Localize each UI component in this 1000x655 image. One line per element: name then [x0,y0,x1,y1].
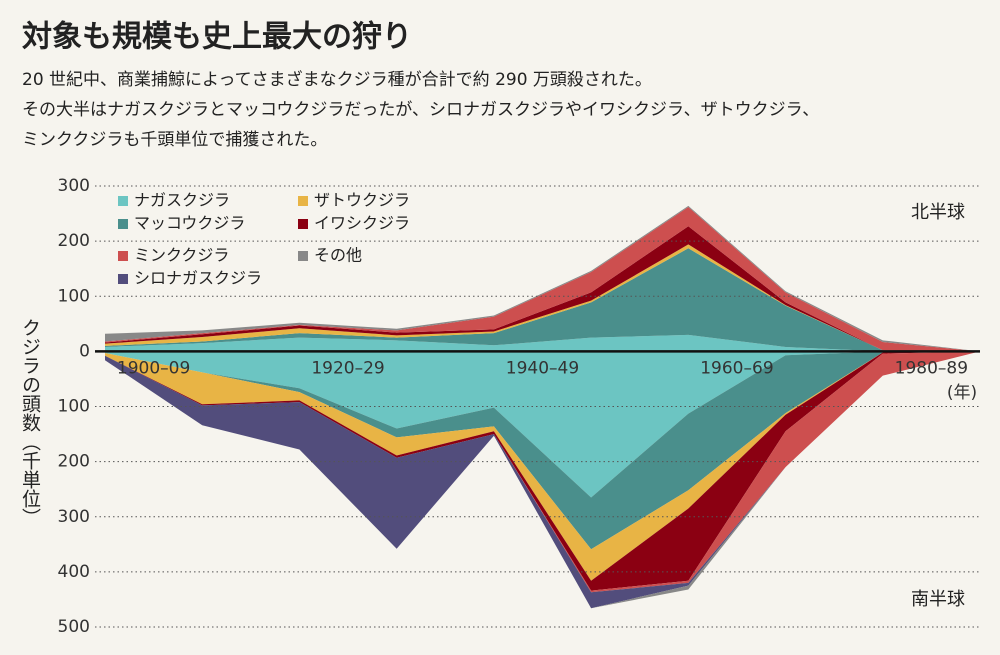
y-tick-label: 100 [58,397,90,417]
y-tick-label: 100 [58,286,90,306]
y-tick-label: 300 [58,507,90,527]
legend-swatch [118,219,128,229]
legend-swatch [118,274,128,284]
legend-swatch [118,196,128,206]
area [105,248,980,352]
subtitle-line: 20 世紀中、商業捕鯨によってさまざまなクジラ種が合計で約 290 万頭殺された… [22,69,652,90]
x-tick-label: 1980–89 [895,358,968,378]
annotation: 南半球 [911,589,965,610]
y-tick-label: 200 [58,231,90,251]
area [105,351,980,550]
x-tick-label: 1900–09 [117,358,190,378]
x-tick-label: 1960–69 [700,358,773,378]
y-tick-label: 400 [58,562,90,582]
area [105,334,980,352]
chart-title: 対象も規模も史上最大の狩り [22,20,412,55]
x-axis-unit: (年) [947,383,977,403]
legend-label: ミンククジラ [134,246,229,265]
legend-swatch [118,251,128,261]
legend-swatch [298,219,308,229]
y-axis-label: クジラの頭数（千単位） [19,318,41,527]
legend-label: シロナガスクジラ [134,269,262,288]
x-tick-label: 1940–49 [506,358,579,378]
subtitle-line: その大半はナガスクジラとマッコウクジラだったが、シロナガスクジラやイワシクジラ、… [22,100,819,120]
annotation: 北半球 [911,202,965,223]
y-tick-label: 0 [79,341,90,361]
subtitle-line: ミンククジラも千頭単位で捕獲された。 [22,130,327,150]
x-tick-label: 1920–29 [311,358,384,378]
legend-swatch [298,251,308,261]
y-tick-label: 200 [58,452,90,472]
y-tick-label: 300 [58,176,90,196]
legend-label: マッコウクジラ [134,214,245,233]
legend-label: ザトウクジラ [314,191,410,210]
area [105,244,980,352]
legend-label: その他 [314,246,362,265]
area [105,351,980,498]
y-tick-label: 500 [58,617,90,637]
legend-swatch [298,196,308,206]
legend-label: ナガスクジラ [134,191,230,210]
area [105,351,980,581]
legend-label: イワシクジラ [314,214,410,233]
